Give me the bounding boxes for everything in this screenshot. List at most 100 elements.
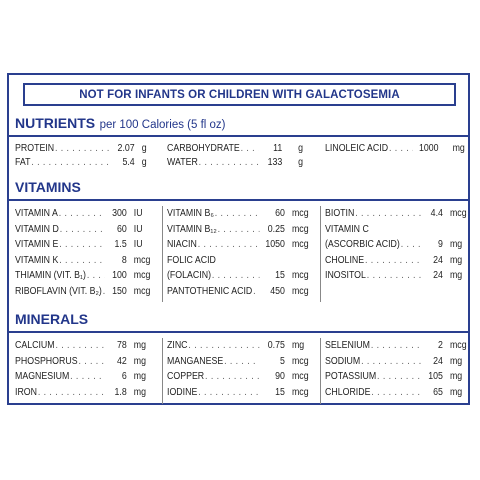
vitamin-row: CHOLINE 24 mg <box>325 254 468 268</box>
mineral-unit: mg <box>133 340 147 351</box>
mineral-unit: mcg <box>449 340 467 351</box>
nutrient-row: WATER 133 g <box>167 156 312 170</box>
vitamins-col-divider-2 <box>320 206 321 302</box>
vitamin-unit: IU <box>133 239 143 250</box>
nutrient-value: 133 <box>267 157 283 168</box>
minerals-title: MINERALS <box>15 311 89 327</box>
vitamin-value: 24 <box>433 254 443 266</box>
nutrient-name: WATER <box>167 157 198 168</box>
mineral-unit: mg <box>133 371 147 382</box>
nutrients-basis: per 100 Calories (5 fl oz) <box>99 119 226 131</box>
vitamin-name: THIAMIN (VIT. B₁) <box>15 270 86 281</box>
nutrient-unit: g <box>141 157 147 168</box>
vitamin-name: VITAMIN D <box>15 223 59 235</box>
vitamin-value: 24 <box>433 270 443 281</box>
mineral-value: 65 <box>433 386 443 398</box>
nutrient-unit: g <box>141 143 147 154</box>
mineral-unit: mcg <box>291 371 309 382</box>
vitamin-unit: mcg <box>291 285 309 297</box>
nutrients-title: NUTRIENTS <box>15 115 96 131</box>
vitamins-heading: VITAMINS <box>15 179 81 197</box>
mineral-row: ZINC 0.75 mg <box>167 339 310 353</box>
mineral-value: 42 <box>116 355 127 367</box>
mineral-unit: mg <box>449 386 463 398</box>
vitamin-row: PANTOTHENIC ACID 450 mcg <box>167 285 310 299</box>
vitamin-value: 450 <box>270 285 285 297</box>
mineral-unit: mcg <box>291 355 309 367</box>
minerals-rule <box>9 331 468 333</box>
nutrient-name: PROTEIN <box>15 143 55 154</box>
mineral-value: 5 <box>280 355 285 367</box>
vitamins-rule <box>9 199 468 201</box>
vitamin-value: 60 <box>116 223 127 235</box>
vitamin-name: VITAMIN K <box>15 254 59 266</box>
mineral-row: MAGNESIUM 6 mg <box>15 370 151 384</box>
vitamin-name: (ASCORBIC ACID) <box>325 239 400 250</box>
mineral-row: SELENIUM 2 mcg <box>325 339 468 353</box>
vitamin-name: VITAMIN C <box>325 223 369 235</box>
vitamin-value: 100 <box>112 270 127 281</box>
vitamin-row: FOLIC ACID <box>167 254 310 268</box>
vitamin-row: BIOTIN 4.4 mcg <box>325 207 468 221</box>
vitamin-name: VITAMIN B₆ <box>167 208 214 219</box>
vitamin-value: 4.4 <box>430 208 443 219</box>
mineral-row: CALCIUM 78 mg <box>15 339 151 353</box>
minerals-heading: MINERALS <box>15 311 88 329</box>
vitamin-name: RIBOFLAVIN (VIT. B₂) <box>15 285 102 297</box>
vitamin-name: CHOLINE <box>325 254 365 266</box>
vitamin-value: 1.5 <box>114 239 127 250</box>
mineral-value: 15 <box>275 386 285 398</box>
mineral-name: CALCIUM <box>15 340 55 351</box>
vitamin-name: PANTOTHENIC ACID <box>167 285 253 297</box>
vitamin-unit: mcg <box>133 254 151 266</box>
mineral-unit: mcg <box>291 386 309 398</box>
mineral-value: 24 <box>433 355 443 367</box>
mineral-row: IRON 1.8 mg <box>15 386 151 400</box>
nutrient-row: FAT 5.4 g <box>15 156 156 170</box>
vitamin-unit: IU <box>133 208 143 219</box>
vitamin-row: VITAMIN A 300 IU <box>15 207 151 221</box>
mineral-value: 6 <box>121 371 127 382</box>
nutrient-row: CARBOHYDRATE 11 g <box>167 142 312 156</box>
mineral-unit: mg <box>291 340 305 351</box>
galactosemia-warning: NOT FOR INFANTS OR CHILDREN WITH GALACTO… <box>23 83 456 106</box>
vitamin-row: VITAMIN D 60 IU <box>15 223 151 237</box>
vitamin-name: INOSITOL <box>325 270 366 281</box>
mineral-value: 90 <box>275 371 285 382</box>
mineral-name: COPPER <box>167 371 205 382</box>
vitamin-row: (ASCORBIC ACID) 9 mg <box>325 238 468 252</box>
vitamin-unit: mcg <box>133 285 151 297</box>
vitamin-row: VITAMIN K 8 mcg <box>15 254 151 268</box>
mineral-name: SELENIUM <box>325 340 370 351</box>
vitamin-row: VITAMIN B₆ 60 mcg <box>167 207 310 221</box>
vitamins-title: VITAMINS <box>15 179 81 195</box>
vitamin-unit: mcg <box>291 239 309 250</box>
nutrient-name: LINOLEIC ACID <box>325 143 389 154</box>
vitamin-value: 1050 <box>265 239 285 250</box>
mineral-unit: mg <box>449 355 463 367</box>
mineral-row: POTASSIUM 105 mg <box>325 370 468 384</box>
vitamin-value: 300 <box>112 208 127 219</box>
vitamin-unit: mcg <box>291 270 309 281</box>
mineral-unit: mg <box>133 386 147 398</box>
mineral-value: 0.75 <box>267 340 285 351</box>
vitamin-value: 0.25 <box>267 223 285 235</box>
mineral-row: PHOSPHORUS 42 mg <box>15 355 151 369</box>
vitamin-name: VITAMIN A <box>15 208 58 219</box>
mineral-name: ZINC <box>167 340 188 351</box>
mineral-row: MANGANESE 5 mcg <box>167 355 310 369</box>
vitamin-unit: mg <box>449 254 463 266</box>
vitamin-value: 8 <box>121 254 127 266</box>
nutrients-heading: NUTRIENTS per 100 Calories (5 fl oz) <box>15 115 226 133</box>
vitamin-row: INOSITOL 24 mg <box>325 269 468 283</box>
vitamin-name: BIOTIN <box>325 208 355 219</box>
mineral-value: 105 <box>428 371 443 382</box>
mineral-name: IRON <box>15 386 37 398</box>
vitamin-name: NIACIN <box>167 239 197 250</box>
mineral-value: 1.8 <box>114 386 127 398</box>
nutrient-name: FAT <box>15 157 31 168</box>
mineral-name: CHLORIDE <box>325 386 371 398</box>
vitamin-name: VITAMIN E <box>15 239 59 250</box>
mineral-name: POTASSIUM <box>325 371 377 382</box>
mineral-row: SODIUM 24 mg <box>325 355 468 369</box>
